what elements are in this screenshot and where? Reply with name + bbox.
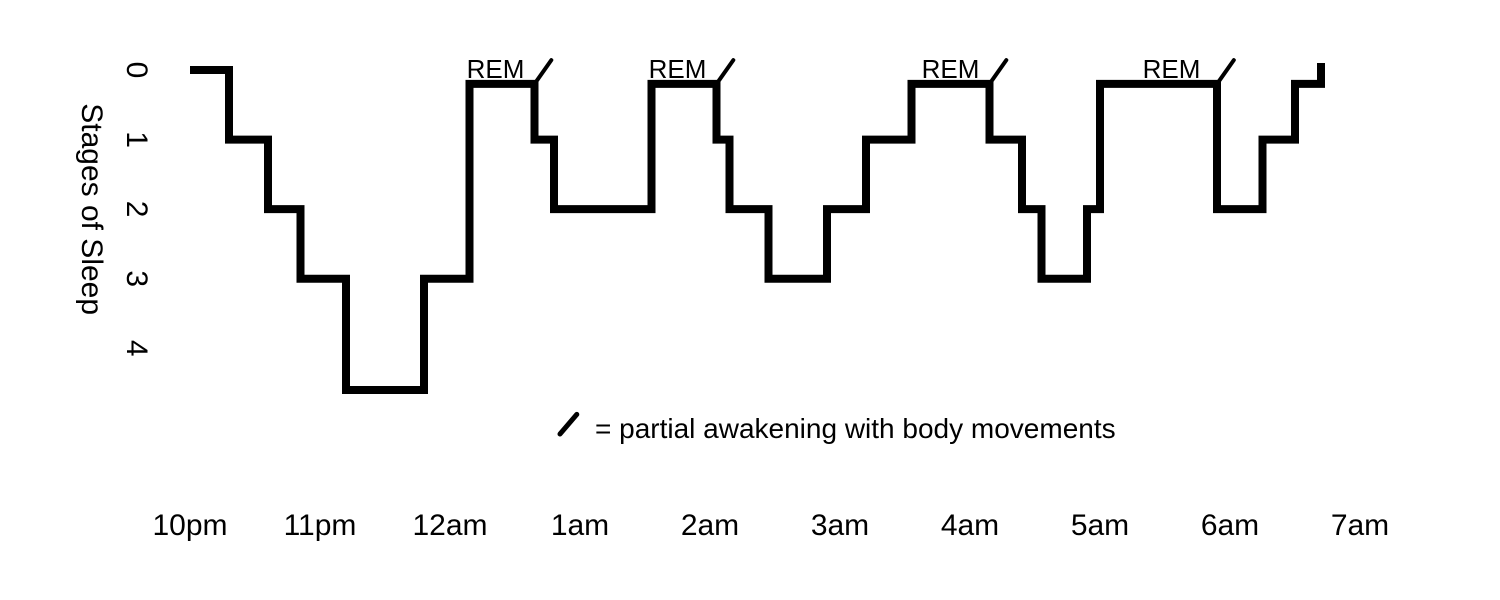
y-tick-label: 1: [120, 131, 153, 148]
x-tick-label: 7am: [1331, 509, 1389, 542]
x-tick-label: 2am: [681, 509, 739, 542]
y-tick-label: 3: [120, 270, 153, 287]
rem-label: REM: [922, 54, 980, 84]
x-tick-label: 5am: [1071, 509, 1129, 542]
x-tick-label: 3am: [811, 509, 869, 542]
x-tick-label: 4am: [941, 509, 999, 542]
rem-label: REM: [1143, 54, 1201, 84]
x-tick-label: 11pm: [284, 509, 357, 542]
legend-text: = partial awakening with body movements: [595, 413, 1116, 444]
y-tick-label: 2: [120, 201, 153, 218]
y-tick-label: 0: [120, 62, 153, 79]
rem-label: REM: [467, 54, 525, 84]
y-tick-label: 4: [120, 340, 153, 357]
rem-label: REM: [649, 54, 707, 84]
x-tick-label: 12am: [412, 509, 487, 542]
hypnogram-chart: 0 1 2 3 4 Stages of Sleep 10pm 11pm 12am 1am 2am 3a…: [0, 0, 1500, 600]
x-tick-label: 10pm: [152, 509, 227, 542]
x-tick-label: 6am: [1201, 509, 1259, 542]
x-tick-label: 1am: [551, 509, 609, 542]
y-axis-title: Stages of Sleep: [75, 103, 108, 315]
